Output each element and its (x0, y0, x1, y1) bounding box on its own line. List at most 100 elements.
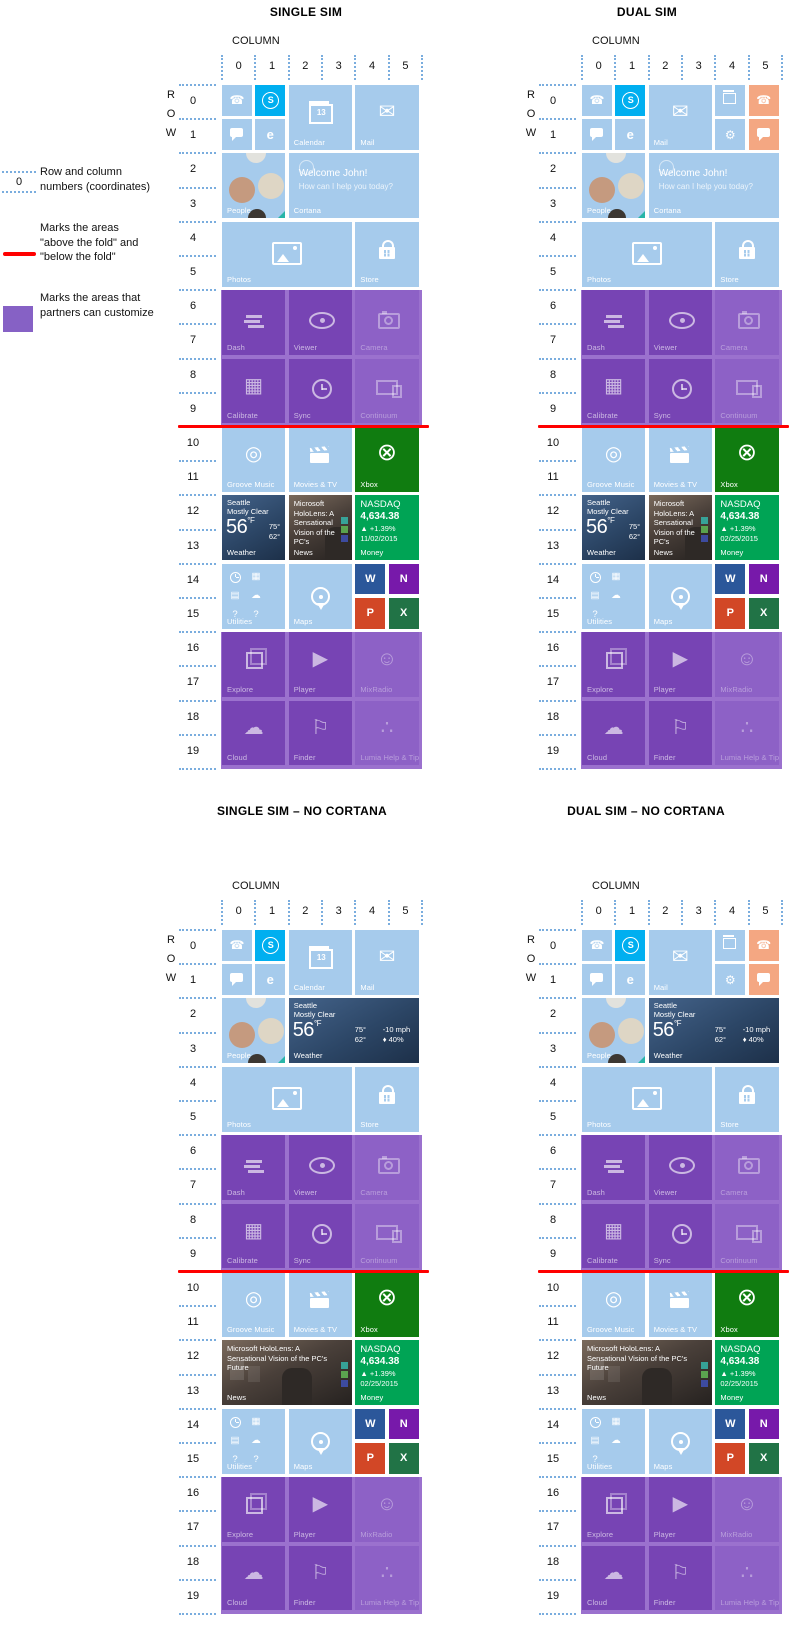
tile-people[interactable]: People (582, 998, 646, 1064)
tile-movies-tv[interactable]: Movies & TV (648, 1272, 712, 1337)
tile-lumia-help-tips[interactable]: ∴ Lumia Help & Tips (715, 700, 779, 766)
tile-edge[interactable]: e (255, 964, 286, 995)
tile-finder[interactable]: ⚐ Finder (288, 700, 352, 766)
tile-cloud[interactable]: ☁ Cloud (582, 1545, 646, 1611)
tile-excel[interactable]: X (748, 1443, 779, 1474)
tile-calibrate[interactable]: ▦ Calibrate (222, 358, 286, 424)
tile-continuum[interactable]: Continuum (715, 358, 779, 424)
tile-word[interactable]: W (715, 1408, 746, 1440)
tile-phone-2[interactable]: ☎ (748, 85, 779, 116)
tile-calibrate[interactable]: ▦ Calibrate (222, 1203, 286, 1269)
tile-utilities[interactable]: ▦ ▤ ☁? Utilities (582, 563, 646, 629)
tile-utilities[interactable]: ▦ ▤ ☁?? Utilities (222, 1408, 286, 1474)
tile-messaging[interactable] (222, 964, 252, 995)
tile-maps[interactable]: Maps (288, 563, 352, 629)
tile-people[interactable]: People (582, 153, 646, 219)
tile-money[interactable]: NASDAQ 4,634.38 ▲ +1.39% 02/25/2015 Money (355, 1340, 419, 1406)
tile-store[interactable]: Store (715, 1066, 779, 1132)
tile-money[interactable]: NASDAQ 4,634.38 ▲ +1.39% 02/25/2015 Money (715, 1340, 779, 1406)
tile-excel[interactable]: X (748, 598, 779, 629)
tile-groove-music[interactable]: ◎ Groove Music (222, 427, 286, 492)
tile-sync[interactable]: Sync (288, 1203, 352, 1269)
tile-settings[interactable]: ⚙ (715, 964, 746, 995)
tile-viewer[interactable]: Viewer (648, 290, 712, 356)
tile-explore[interactable]: Explore (222, 632, 286, 698)
tile-continuum[interactable]: Continuum (355, 358, 419, 424)
tile-player[interactable]: ▶ Player (648, 632, 712, 698)
tile-edge[interactable]: e (615, 964, 646, 995)
tile-maps[interactable]: Maps (648, 563, 712, 629)
tile-groove-music[interactable]: ◎ Groove Music (582, 1272, 646, 1337)
tile-photos[interactable]: Photos (582, 1066, 712, 1132)
tile-weather[interactable]: Seattle Mostly Clear 56°F 75° 62° Weather (582, 495, 646, 561)
tile-skype[interactable]: S (255, 85, 286, 116)
tile-dash[interactable]: Dash (582, 1135, 646, 1201)
tile-sync[interactable]: Sync (648, 358, 712, 424)
tile-mixradio[interactable]: ☺ MixRadio (715, 1477, 779, 1543)
tile-dash[interactable]: Dash (222, 290, 286, 356)
tile-skype[interactable]: S (615, 85, 646, 116)
tile-viewer[interactable]: Viewer (648, 1135, 712, 1201)
tile-excel[interactable]: X (388, 1443, 419, 1474)
tile-edge[interactable]: e (255, 119, 286, 150)
tile-people[interactable]: People (222, 998, 286, 1064)
tile-news[interactable]: Microsoft HoloLens: A Sensational Vision… (288, 495, 352, 561)
tile-edge[interactable]: e (615, 119, 646, 150)
tile-mixradio[interactable]: ☺ MixRadio (355, 632, 419, 698)
tile-cloud[interactable]: ☁ Cloud (222, 1545, 286, 1611)
tile-photos[interactable]: Photos (222, 1066, 352, 1132)
tile-finder[interactable]: ⚐ Finder (648, 700, 712, 766)
tile-phone[interactable]: ☎ (222, 85, 252, 116)
tile-skype[interactable]: S (255, 930, 286, 961)
tile-money[interactable]: NASDAQ 4,634.38 ▲ +1.39% 11/02/2015 Money (355, 495, 419, 561)
tile-calibrate[interactable]: ▦ Calibrate (582, 1203, 646, 1269)
tile-messaging[interactable] (582, 964, 612, 995)
tile-messaging[interactable] (222, 119, 252, 150)
tile-utilities[interactable]: ▦ ▤ ☁?? Utilities (222, 563, 286, 629)
tile-calendar-small[interactable] (715, 85, 746, 116)
tile-weather[interactable]: Seattle Mostly Clear 56°F 75° 62° -10 mph ♦ 40… (648, 998, 779, 1064)
tile-powerpoint[interactable]: P (355, 1443, 386, 1474)
tile-maps[interactable]: Maps (648, 1408, 712, 1474)
tile-weather[interactable]: Seattle Mostly Clear 56°F 75° 62° -10 mph ♦ 40… (288, 998, 419, 1064)
tile-cortana[interactable]: Welcome John! How can I help you today? Co… (288, 153, 419, 219)
tile-word[interactable]: W (355, 1408, 386, 1440)
tile-messaging-2[interactable] (748, 119, 779, 150)
tile-onenote[interactable]: N (748, 1408, 779, 1440)
tile-explore[interactable]: Explore (222, 1477, 286, 1543)
tile-messaging-2[interactable] (748, 964, 779, 995)
tile-camera[interactable]: Camera (715, 290, 779, 356)
tile-calendar[interactable]: 13 Calendar (288, 85, 352, 150)
tile-movies-tv[interactable]: Movies & TV (648, 427, 712, 492)
tile-groove-music[interactable]: ◎ Groove Music (582, 427, 646, 492)
tile-phone[interactable]: ☎ (582, 930, 612, 961)
tile-lumia-help-tips[interactable]: ∴ Lumia Help & Tips (355, 700, 419, 766)
tile-news[interactable]: Microsoft HoloLens: A Sensational Vision… (222, 1340, 352, 1406)
tile-lumia-help-tips[interactable]: ∴ Lumia Help & Tips (715, 1545, 779, 1611)
tile-viewer[interactable]: Viewer (288, 290, 352, 356)
tile-utilities[interactable]: ▦ ▤ ☁? Utilities (582, 1408, 646, 1474)
tile-settings[interactable]: ⚙ (715, 119, 746, 150)
tile-movies-tv[interactable]: Movies & TV (288, 427, 352, 492)
tile-cloud[interactable]: ☁ Cloud (222, 700, 286, 766)
tile-explore[interactable]: Explore (582, 632, 646, 698)
tile-word[interactable]: W (355, 563, 386, 595)
tile-store[interactable]: Store (355, 221, 419, 287)
tile-viewer[interactable]: Viewer (288, 1135, 352, 1201)
tile-photos[interactable]: Photos (222, 221, 352, 287)
tile-people[interactable]: People (222, 153, 286, 219)
tile-continuum[interactable]: Continuum (355, 1203, 419, 1269)
tile-xbox[interactable]: ⊗ Xbox (715, 427, 779, 492)
tile-groove-music[interactable]: ◎ Groove Music (222, 1272, 286, 1337)
tile-photos[interactable]: Photos (582, 221, 712, 287)
tile-powerpoint[interactable]: P (715, 1443, 746, 1474)
tile-finder[interactable]: ⚐ Finder (288, 1545, 352, 1611)
tile-excel[interactable]: X (388, 598, 419, 629)
tile-mail[interactable]: ✉ Mail (355, 85, 419, 150)
tile-continuum[interactable]: Continuum (715, 1203, 779, 1269)
tile-player[interactable]: ▶ Player (288, 1477, 352, 1543)
tile-messaging[interactable] (582, 119, 612, 150)
tile-sync[interactable]: Sync (648, 1203, 712, 1269)
tile-lumia-help-tips[interactable]: ∴ Lumia Help & Tips (355, 1545, 419, 1611)
tile-dash[interactable]: Dash (582, 290, 646, 356)
